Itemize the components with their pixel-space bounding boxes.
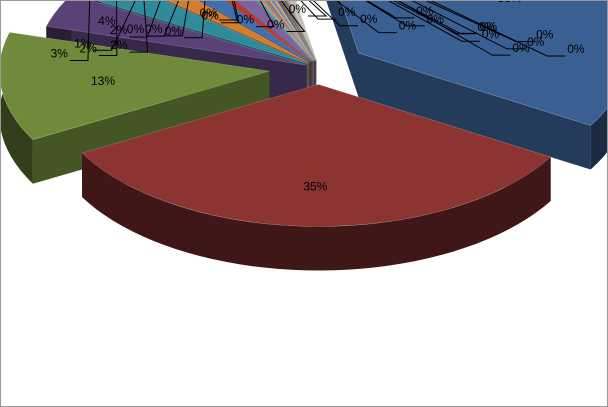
data-label: 0% <box>200 6 218 20</box>
leader-line <box>308 1 328 17</box>
leader-line <box>219 1 238 21</box>
pie-slice <box>326 1 607 170</box>
leader-line <box>397 1 478 34</box>
pie-slice-top <box>290 1 317 61</box>
data-label: 2% <box>110 38 128 52</box>
data-label: 4% <box>98 14 116 28</box>
data-label: 1% <box>74 36 92 50</box>
leader-line <box>69 1 91 61</box>
leader-line <box>129 1 161 38</box>
data-label: 0% <box>289 2 307 16</box>
data-label: 0% <box>338 5 356 19</box>
data-label: 0% <box>127 22 145 36</box>
leader-line <box>411 1 525 50</box>
pie-slice-side <box>557 1 607 170</box>
leader-line <box>430 1 566 57</box>
data-label: 3% <box>51 46 69 60</box>
pie-slice <box>81 84 552 271</box>
pie-slice-top <box>288 1 317 61</box>
pie-slice-wall <box>326 1 359 97</box>
leader-line <box>98 1 118 57</box>
data-label: 0% <box>165 24 183 38</box>
leader-line <box>164 1 189 37</box>
pie-slice-wall <box>358 52 591 170</box>
pie-slice-top <box>200 1 311 63</box>
leader-line <box>280 1 306 32</box>
leader-line <box>220 1 240 24</box>
data-label: 2% <box>110 23 128 37</box>
pie-slice-top <box>281 1 316 61</box>
data-label: 2% <box>79 42 97 56</box>
data-label: 0% <box>201 9 219 23</box>
data-label: 35% <box>303 180 327 194</box>
pie-slice-top <box>225 1 312 62</box>
pie-slice-top <box>81 84 552 227</box>
data-label: 0% <box>512 41 530 55</box>
pie-slice-top <box>1 32 270 141</box>
leader-line <box>366 1 415 19</box>
leader-line <box>93 1 136 51</box>
pie-labels: 38%35%13%4%3%2%2%1%2%0%0%0%0%0%0%0%0%0%0… <box>51 1 585 194</box>
data-label: 0% <box>360 12 378 26</box>
data-label: 0% <box>267 17 285 31</box>
leader-line <box>183 1 206 39</box>
leader-line <box>129 1 149 53</box>
leader-line <box>388 1 480 42</box>
data-label: 0% <box>527 35 545 49</box>
pie-slice-top <box>273 1 315 61</box>
data-label: 0% <box>536 28 554 42</box>
pie-slice-top <box>167 1 309 63</box>
pie-slice-top <box>269 1 315 61</box>
data-label: 0% <box>145 22 163 36</box>
leader-line <box>146 1 179 37</box>
pie-slice-top <box>237 1 313 62</box>
pie-slice-top <box>275 1 315 61</box>
leader-line <box>300 1 337 20</box>
data-label: 0% <box>567 42 585 56</box>
pie-slice-side <box>82 153 551 271</box>
leader-line <box>256 1 275 28</box>
data-label: 0% <box>237 13 255 27</box>
data-label: 38% <box>498 1 522 5</box>
pie-slice-top <box>283 1 316 61</box>
data-label: 13% <box>91 74 115 88</box>
pie-slice-top <box>340 1 607 126</box>
leader-line <box>336 1 397 34</box>
leader-line <box>365 1 425 27</box>
pie-slices <box>1 1 607 271</box>
pie-slice-top <box>45 1 307 66</box>
leader-line <box>397 1 511 56</box>
leader-line <box>313 1 359 27</box>
pie-slice-top <box>276 1 315 61</box>
